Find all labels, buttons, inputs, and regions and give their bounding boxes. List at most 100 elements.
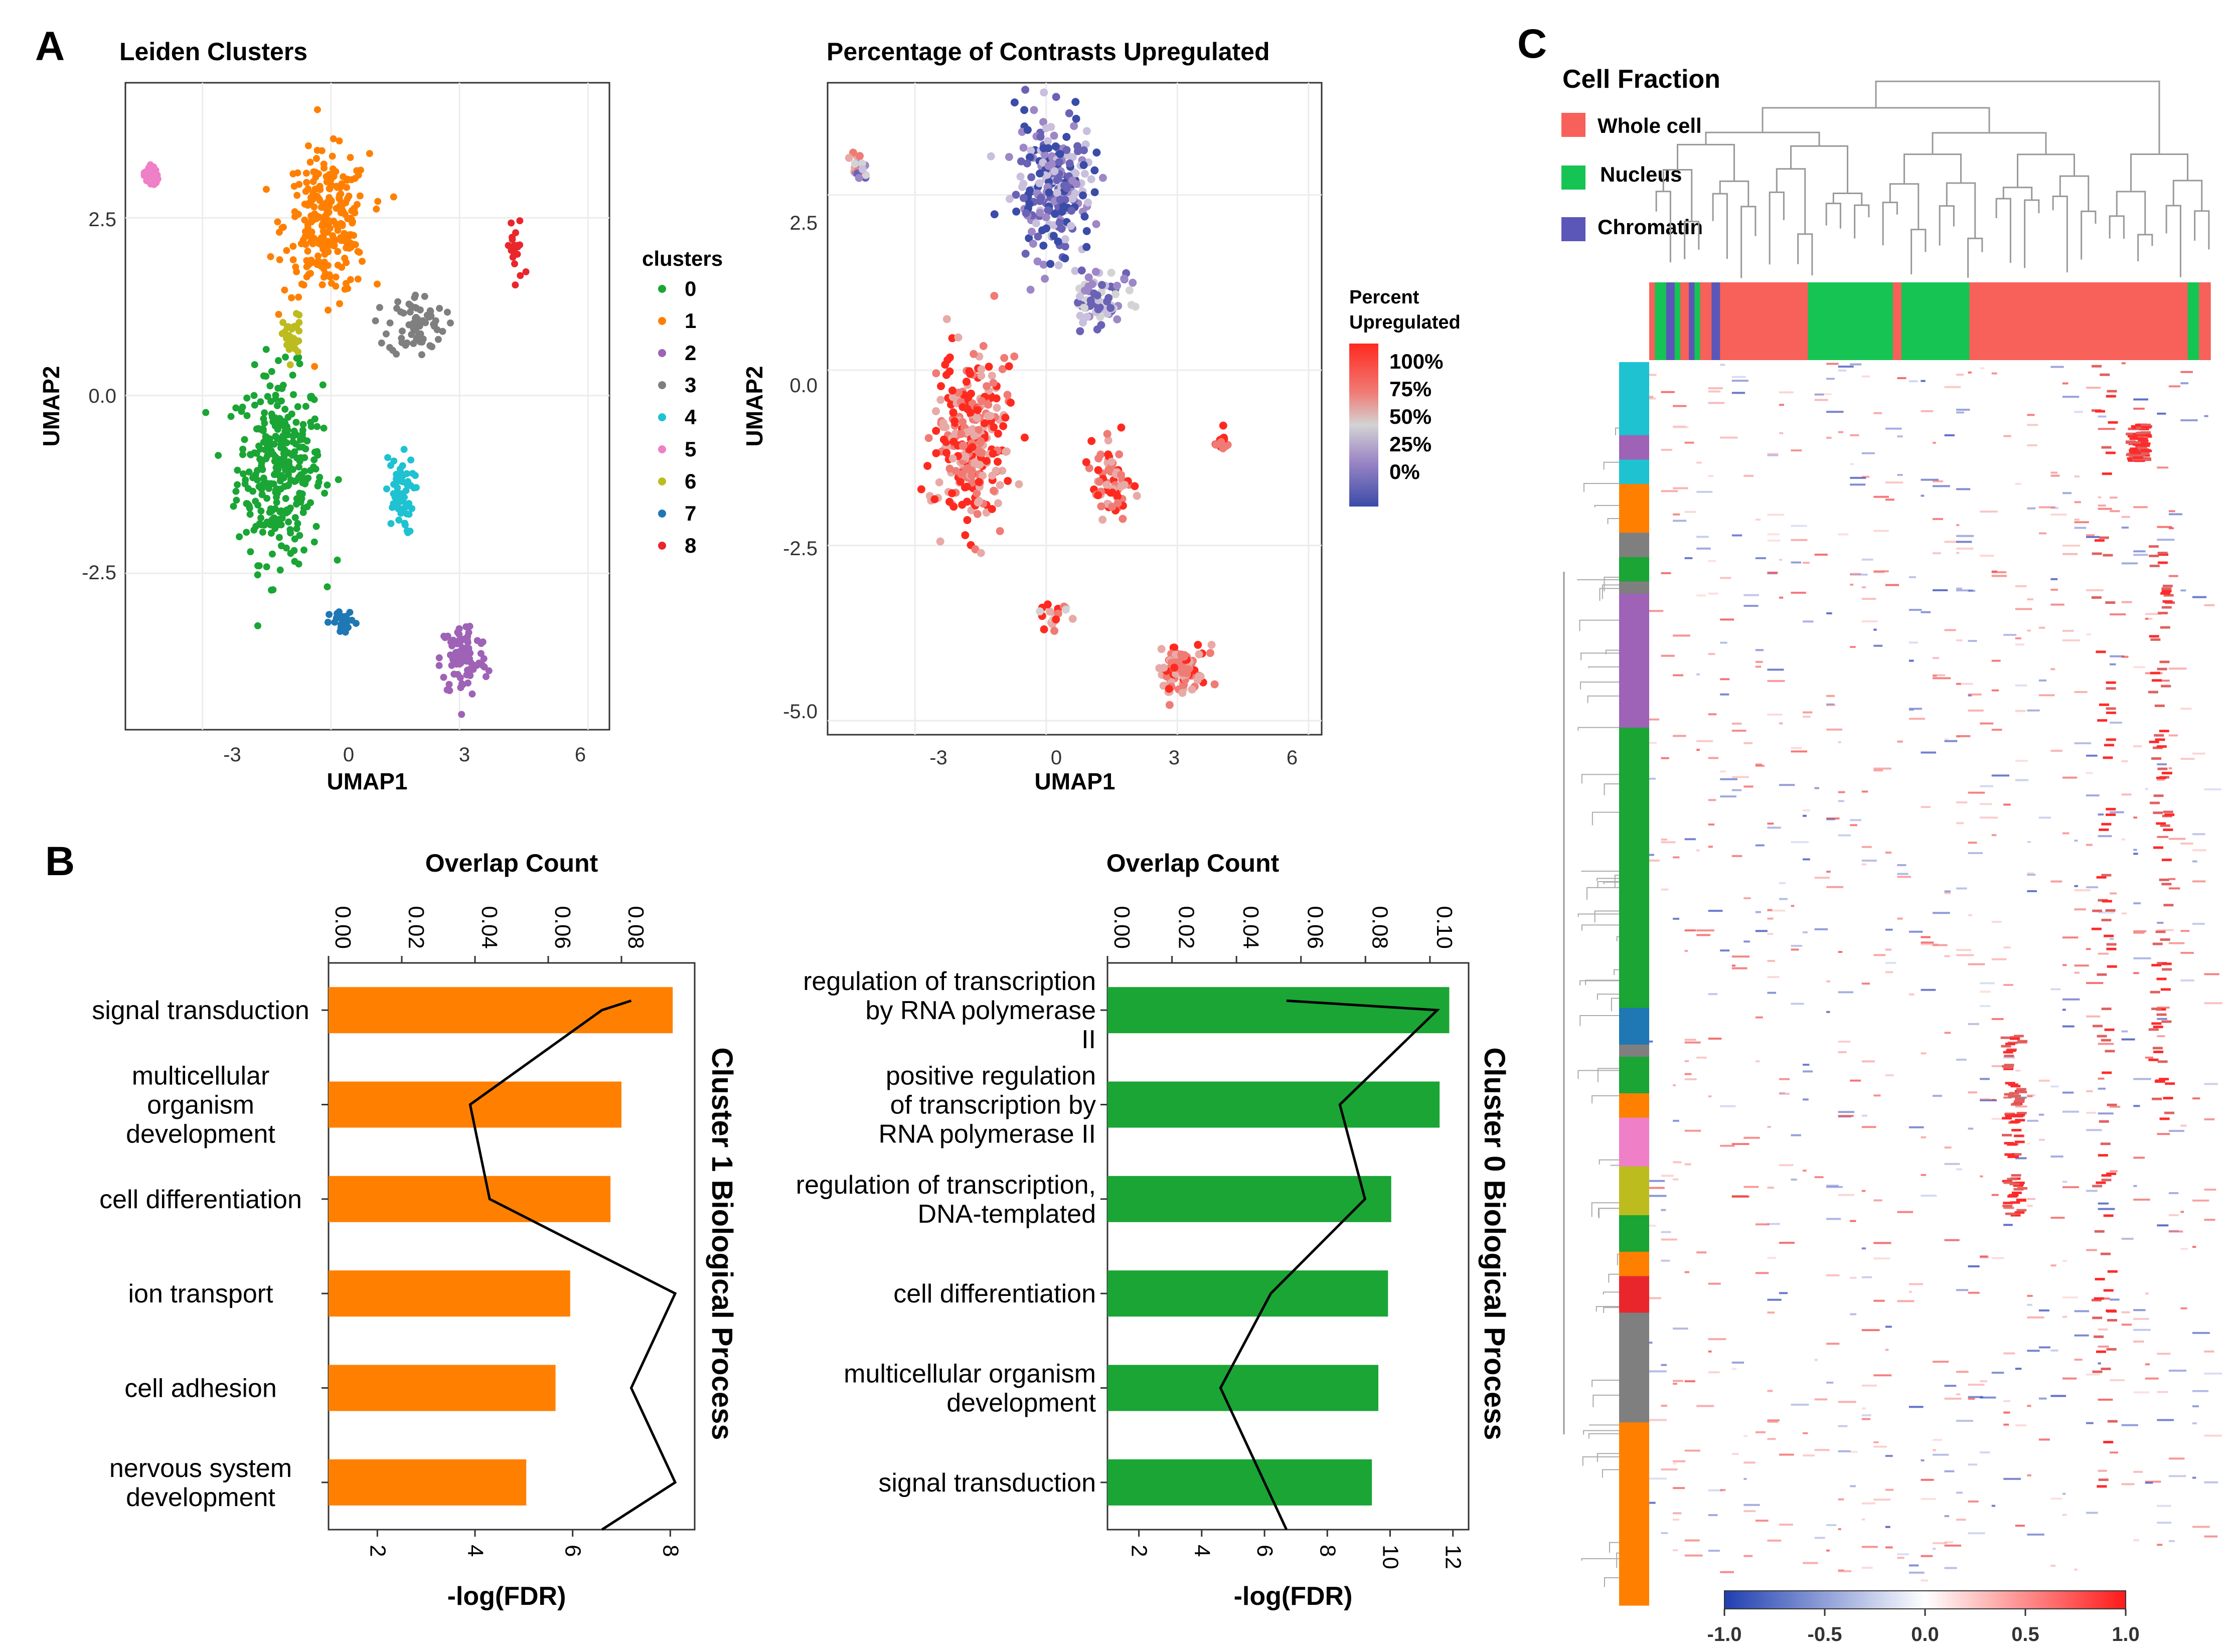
heatmap-cell [2150, 990, 2160, 994]
heatmap-cell [2110, 892, 2117, 895]
row-dendrogram-branch [1615, 427, 1619, 435]
heatmap-cell [1897, 1211, 1914, 1213]
heatmap-cell [1826, 436, 1832, 439]
column-dendrogram-branch [1797, 233, 1813, 276]
heatmap-cell [1767, 1257, 1776, 1259]
leiden-point [266, 435, 274, 443]
heatmap-cell [1968, 1091, 1977, 1094]
percent-point [1207, 640, 1216, 649]
heatmap-cell [1743, 1504, 1760, 1506]
heatmap-cell [1803, 1454, 1815, 1457]
heatmap-cell [1755, 1060, 1760, 1063]
heatmap-cell [1731, 1195, 1748, 1198]
heatmap-cell [1673, 426, 1689, 428]
heatmap-cell [1767, 1223, 1781, 1225]
heatmap-cell [2106, 1348, 2117, 1351]
percent-point [1054, 237, 1062, 246]
leiden-legend-dot [658, 349, 666, 357]
heatmap-cell [2145, 1056, 2153, 1059]
heatmap-cell [1779, 882, 1786, 884]
leiden-point [260, 438, 267, 446]
heatmap-cell [1673, 1084, 1676, 1086]
leiden-point [289, 371, 296, 379]
heatmap-cell [2161, 883, 2172, 886]
row-dendrogram-branch [1603, 881, 1619, 885]
heatmap-cell [2168, 575, 2178, 577]
heatmap-cell [1944, 890, 1951, 893]
percent-point [1000, 354, 1009, 362]
percent-point [1040, 150, 1049, 159]
heatmap-cell [1731, 534, 1742, 537]
percent-point [845, 153, 853, 162]
heatmap-cell [2157, 561, 2168, 564]
leiden-point [296, 489, 303, 497]
percent-point [1206, 649, 1214, 657]
leiden-point [282, 509, 290, 517]
leiden-point [289, 243, 297, 250]
heatmap-cell [2121, 655, 2129, 658]
colorbar-tick-label: 1.0 [2112, 1623, 2140, 1645]
percent-point [1030, 106, 1038, 114]
heatmap-cell [1956, 547, 1974, 550]
leiden-point [354, 275, 362, 283]
percent-point [988, 471, 997, 480]
heatmap-cell [2098, 1328, 2108, 1331]
heatmap-cell [1696, 594, 1706, 597]
heatmap-cell [2155, 1079, 2165, 1082]
leiden-point [347, 154, 354, 161]
heatmap-cell [2157, 929, 2174, 931]
heatmap-cell [1933, 552, 1941, 555]
percent-point [943, 356, 952, 364]
column-dendrogram-branch [1740, 206, 1757, 278]
column-dendrogram-branch [2194, 210, 2210, 250]
heatmap-cell [2180, 979, 2194, 981]
leiden-point [303, 179, 310, 186]
heatmap-cell [2050, 578, 2058, 580]
heatmap-cell [2006, 1049, 2016, 1052]
heatmap-cell [1743, 1477, 1747, 1480]
leiden-point [387, 462, 395, 469]
percent-point [948, 489, 957, 498]
heatmap-cell [2160, 592, 2171, 595]
leiden-point [314, 451, 322, 459]
heatmap-cell [2086, 536, 2100, 538]
leiden-point [517, 272, 524, 279]
heatmap-cell [1814, 393, 1824, 396]
heatmap-cell [1661, 1231, 1671, 1233]
heatmap-cell [1980, 1256, 1990, 1259]
heatmap-cell [1861, 1247, 1866, 1250]
heatmap-cell [2133, 1391, 2150, 1394]
heatmap-cell [2149, 635, 2159, 638]
leiden-point [418, 351, 425, 359]
heatmap-cell [1980, 1078, 1990, 1080]
column-dendrogram-branch [2081, 210, 2097, 260]
heatmap-cell [2003, 983, 2013, 986]
percent-point [1029, 240, 1037, 248]
leiden-point [262, 455, 270, 462]
heatmap-cell [2204, 788, 2221, 790]
heatmap-cell [1968, 640, 1977, 642]
leiden-point [325, 306, 332, 314]
leiden-point [247, 548, 254, 556]
category-label: cell adhesion [124, 1374, 277, 1403]
leiden-point [411, 304, 419, 311]
leiden-point [412, 313, 420, 321]
bar [1107, 1365, 1378, 1411]
heatmap-cell [2004, 1153, 2015, 1156]
category-label: nervous system [109, 1454, 292, 1483]
percent-point [1113, 315, 1122, 323]
leiden-point [243, 412, 251, 419]
leiden-point [306, 158, 314, 166]
heatmap-cell [2086, 1422, 2094, 1424]
percent-point [1217, 438, 1225, 446]
heatmap-cell [2153, 811, 2163, 814]
category-label: of transcription by [890, 1091, 1096, 1120]
legend-label-chromatin: Chromatin [1598, 215, 1703, 239]
row-dendrogram-branch [1579, 619, 1619, 631]
heatmap-cell [1673, 634, 1690, 637]
leiden-point [394, 298, 402, 305]
leiden-point [393, 350, 400, 358]
percent-point [1035, 179, 1044, 188]
heatmap-cell [2204, 604, 2215, 606]
c1-bottom-axis-label: -log(FDR) [447, 1582, 566, 1611]
